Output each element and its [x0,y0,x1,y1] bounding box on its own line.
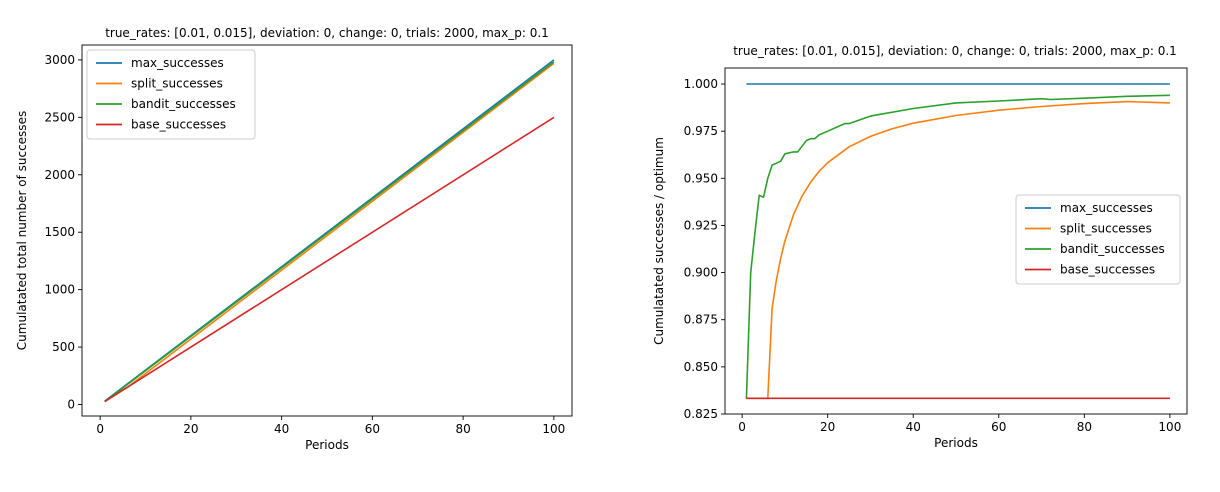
y-axis-label: Cumulatated successes / optimum [652,137,666,345]
y-tick-label: 1000 [44,283,75,297]
y-tick-label: 1500 [44,225,75,239]
legend-box [86,49,256,140]
series-line-base_successes [104,116,555,403]
x-tick-label: 0 [96,422,104,436]
x-tick-label: 80 [455,422,470,436]
x-tick-label: 100 [542,422,565,436]
y-tick-label: 0.925 [684,218,718,232]
y-tick-label: 0.825 [684,407,718,421]
legend: max_successes split_successes bandit_succe… [1015,194,1181,285]
y-tick-label: 1.000 [684,77,718,91]
y-tick-label: 500 [52,340,75,354]
y-tick-label: 0.950 [684,171,718,185]
chart-2: 0 20 40 60 80 100 0.825 0.850 0.875 0.900 0.925 0.9… [652,44,1188,450]
y-tick-label: 2500 [44,110,75,124]
legend-label: split_successes [1060,222,1152,236]
x-tick-label: 0 [738,420,746,434]
y-tick-label: 0 [67,398,75,412]
x-tick-label: 40 [906,420,921,434]
x-axis-label: Periods [934,436,978,450]
y-tick-label: 0.975 [684,124,718,138]
series-line-bandit_successes [104,61,555,403]
legend-label: max_successes [131,56,224,70]
chart-title: true_rates: [0.01, 0.015], deviation: 0,… [105,26,549,40]
legend: max_successes split_successes bandit_succe… [86,49,256,140]
series-line-bandit_successes [745,94,1170,399]
chart-1: 0 20 40 60 80 100050010001500200025003000true… [15,26,573,452]
x-tick-label: 20 [183,422,198,436]
x-tick-label: 60 [365,422,380,436]
legend-label: bandit_successes [131,97,236,111]
y-axis-label: Cumulatated total number of successes [15,111,29,350]
x-tick-label: 20 [820,420,835,434]
x-tick-label: 80 [1077,420,1092,434]
y-tick-label: 0.875 [684,313,718,327]
legend-label: bandit_successes [1060,242,1165,256]
y-tick-label: 3000 [44,53,75,67]
y-tick-label: 0.850 [684,360,718,374]
chart-title: true_rates: [0.01, 0.015], deviation: 0,… [733,44,1177,58]
x-tick-label: 60 [991,420,1006,434]
x-axis-label: Periods [305,438,349,452]
x-tick-label: 40 [274,422,289,436]
legend-label: base_successes [1060,263,1155,277]
legend-label: split_successes [131,77,223,91]
plot-frame [724,67,1188,415]
legend-label: max_successes [1060,201,1153,215]
plot-frame [81,44,573,417]
x-tick-label: 100 [1158,420,1181,434]
y-tick-label: 0.900 [684,266,718,280]
y-tick-label: 2000 [44,168,75,182]
legend-label: base_successes [131,118,226,132]
legend-box [1015,194,1181,285]
